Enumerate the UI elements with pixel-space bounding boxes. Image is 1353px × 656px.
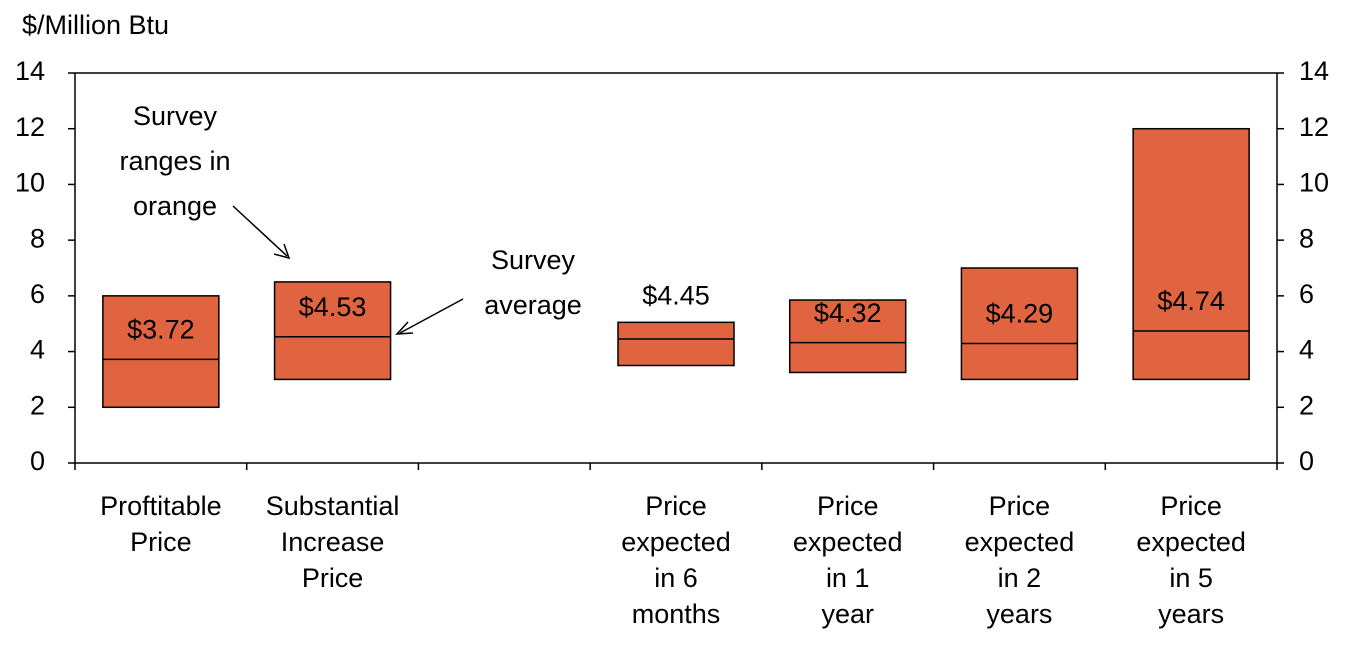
y-tick-label: 12: [15, 112, 45, 142]
y2-tick-label: 4: [1299, 335, 1314, 365]
x-tick-label: Increase: [281, 527, 385, 557]
x-tick-label: year: [821, 599, 874, 629]
y2-tick-label: 12: [1299, 112, 1329, 142]
x-tick-label: expected: [965, 527, 1075, 557]
range-bar: [960, 267, 1079, 381]
y-tick-label: 0: [30, 446, 45, 476]
annotation: ranges in: [119, 146, 230, 176]
x-tick-label: Price: [645, 491, 707, 521]
x-tick-label: in 1: [826, 563, 870, 593]
x-tick-label: Price: [302, 563, 364, 593]
x-tick-label: expected: [1136, 527, 1246, 557]
x-tick-label: in 6: [654, 563, 698, 593]
y-tick-label: 4: [30, 335, 45, 365]
y-tick-label: 2: [30, 390, 45, 420]
annotation: Survey: [491, 245, 576, 275]
x-tick-label: months: [632, 599, 721, 629]
x-tick-label: years: [1158, 599, 1224, 629]
annotation: Survey: [133, 101, 218, 131]
y2-tick-label: 6: [1299, 279, 1314, 309]
x-tick-label: Price: [1160, 491, 1222, 521]
value-label: $4.45: [642, 280, 710, 310]
arrow-head: [395, 321, 414, 335]
x-tick-label: Proftitable: [100, 491, 222, 521]
annotation: average: [484, 290, 582, 320]
arrows: [232, 205, 464, 335]
y2-tick-label: 8: [1299, 223, 1314, 253]
range-bar: [788, 299, 907, 374]
x-tick-label: in 5: [1169, 563, 1213, 593]
y-tick-label: 10: [15, 168, 45, 198]
x-tick-label: Price: [989, 491, 1051, 521]
value-label: $3.72: [127, 314, 195, 344]
range-bar: [617, 321, 735, 367]
y-tick-label: 8: [30, 223, 45, 253]
x-tick-label: expected: [793, 527, 903, 557]
arrow: [232, 205, 288, 257]
x-tick-label: Price: [130, 527, 192, 557]
x-tick-label: expected: [621, 527, 731, 557]
y-tick-label: 14: [15, 56, 45, 86]
range-bar: [102, 295, 220, 409]
x-tick-label: years: [986, 599, 1052, 629]
range-bar: [273, 281, 392, 381]
value-label: $4.53: [299, 292, 367, 322]
y-tick-label: 6: [30, 279, 45, 309]
annotation: orange: [133, 191, 217, 221]
value-label: $4.32: [814, 298, 882, 328]
y2-tick-label: 10: [1299, 168, 1329, 198]
x-tick-label: Substantial: [266, 491, 400, 521]
value-label: $4.29: [986, 299, 1054, 329]
x-tick-label: Price: [817, 491, 879, 521]
y2-tick-label: 0: [1299, 446, 1314, 476]
arrow: [399, 298, 464, 334]
arrow-head: [273, 243, 291, 260]
y2-tick-label: 2: [1299, 390, 1314, 420]
y2-tick-label: 14: [1299, 56, 1329, 86]
value-label: $4.74: [1157, 286, 1225, 316]
range-bar: [1132, 127, 1250, 381]
y-axis-label: $/Million Btu: [22, 10, 169, 40]
x-tick-label: in 2: [998, 563, 1042, 593]
